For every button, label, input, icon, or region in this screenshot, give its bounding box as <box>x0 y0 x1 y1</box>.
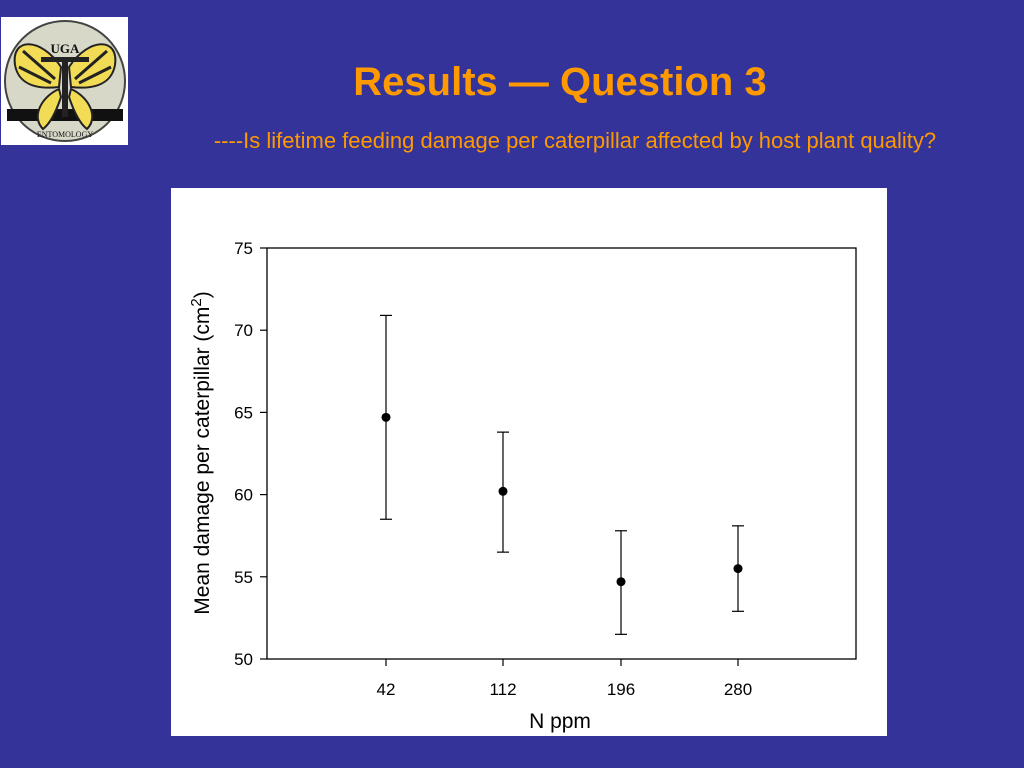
y-tick-label: 65 <box>234 403 253 422</box>
slide-title: Results — Question 3 <box>353 60 767 104</box>
logo-text-top: UGA <box>51 41 81 56</box>
y-axis-title-superscript: 2 <box>188 298 205 306</box>
data-point <box>733 564 743 574</box>
y-axis-title-main: Mean damage per caterpillar (cm <box>191 307 214 615</box>
x-tick-label: 280 <box>724 680 752 699</box>
x-tick-label: 196 <box>607 680 635 699</box>
data-point <box>381 412 391 422</box>
y-tick-label: 70 <box>234 321 253 340</box>
x-axis-title: N ppm <box>529 710 591 733</box>
y-tick-label: 75 <box>234 239 253 258</box>
y-tick-label: 50 <box>234 650 253 669</box>
slide-subtitle: ----Is lifetime feeding damage per cater… <box>213 128 937 153</box>
plot-area-frame <box>266 247 857 660</box>
chart: 50 55 60 65 70 75 42 112 196 280 N ppm Mean dama… <box>188 239 857 733</box>
data-point <box>616 577 626 587</box>
x-tick-label: 112 <box>489 680 516 699</box>
butterfly-icon: UGA ENTOMOLOGY <box>4 20 126 142</box>
y-tick-label: 55 <box>234 568 253 587</box>
x-axis: 42 112 196 280 <box>377 659 752 699</box>
y-axis-title-suffix: ) <box>191 291 214 298</box>
y-axis: 50 55 60 65 70 75 <box>234 239 267 669</box>
uga-entomology-logo: UGA ENTOMOLOGY <box>1 17 128 145</box>
y-axis-title: Mean damage per caterpillar (cm2) <box>188 291 214 614</box>
data-point <box>498 486 508 496</box>
y-tick-label: 60 <box>234 486 253 505</box>
x-tick-label: 42 <box>377 680 396 699</box>
chart-panel: 50 55 60 65 70 75 42 112 196 280 N ppm Mean dama… <box>171 188 887 736</box>
logo-text-bottom: ENTOMOLOGY <box>37 130 94 139</box>
data-marks <box>380 314 744 635</box>
